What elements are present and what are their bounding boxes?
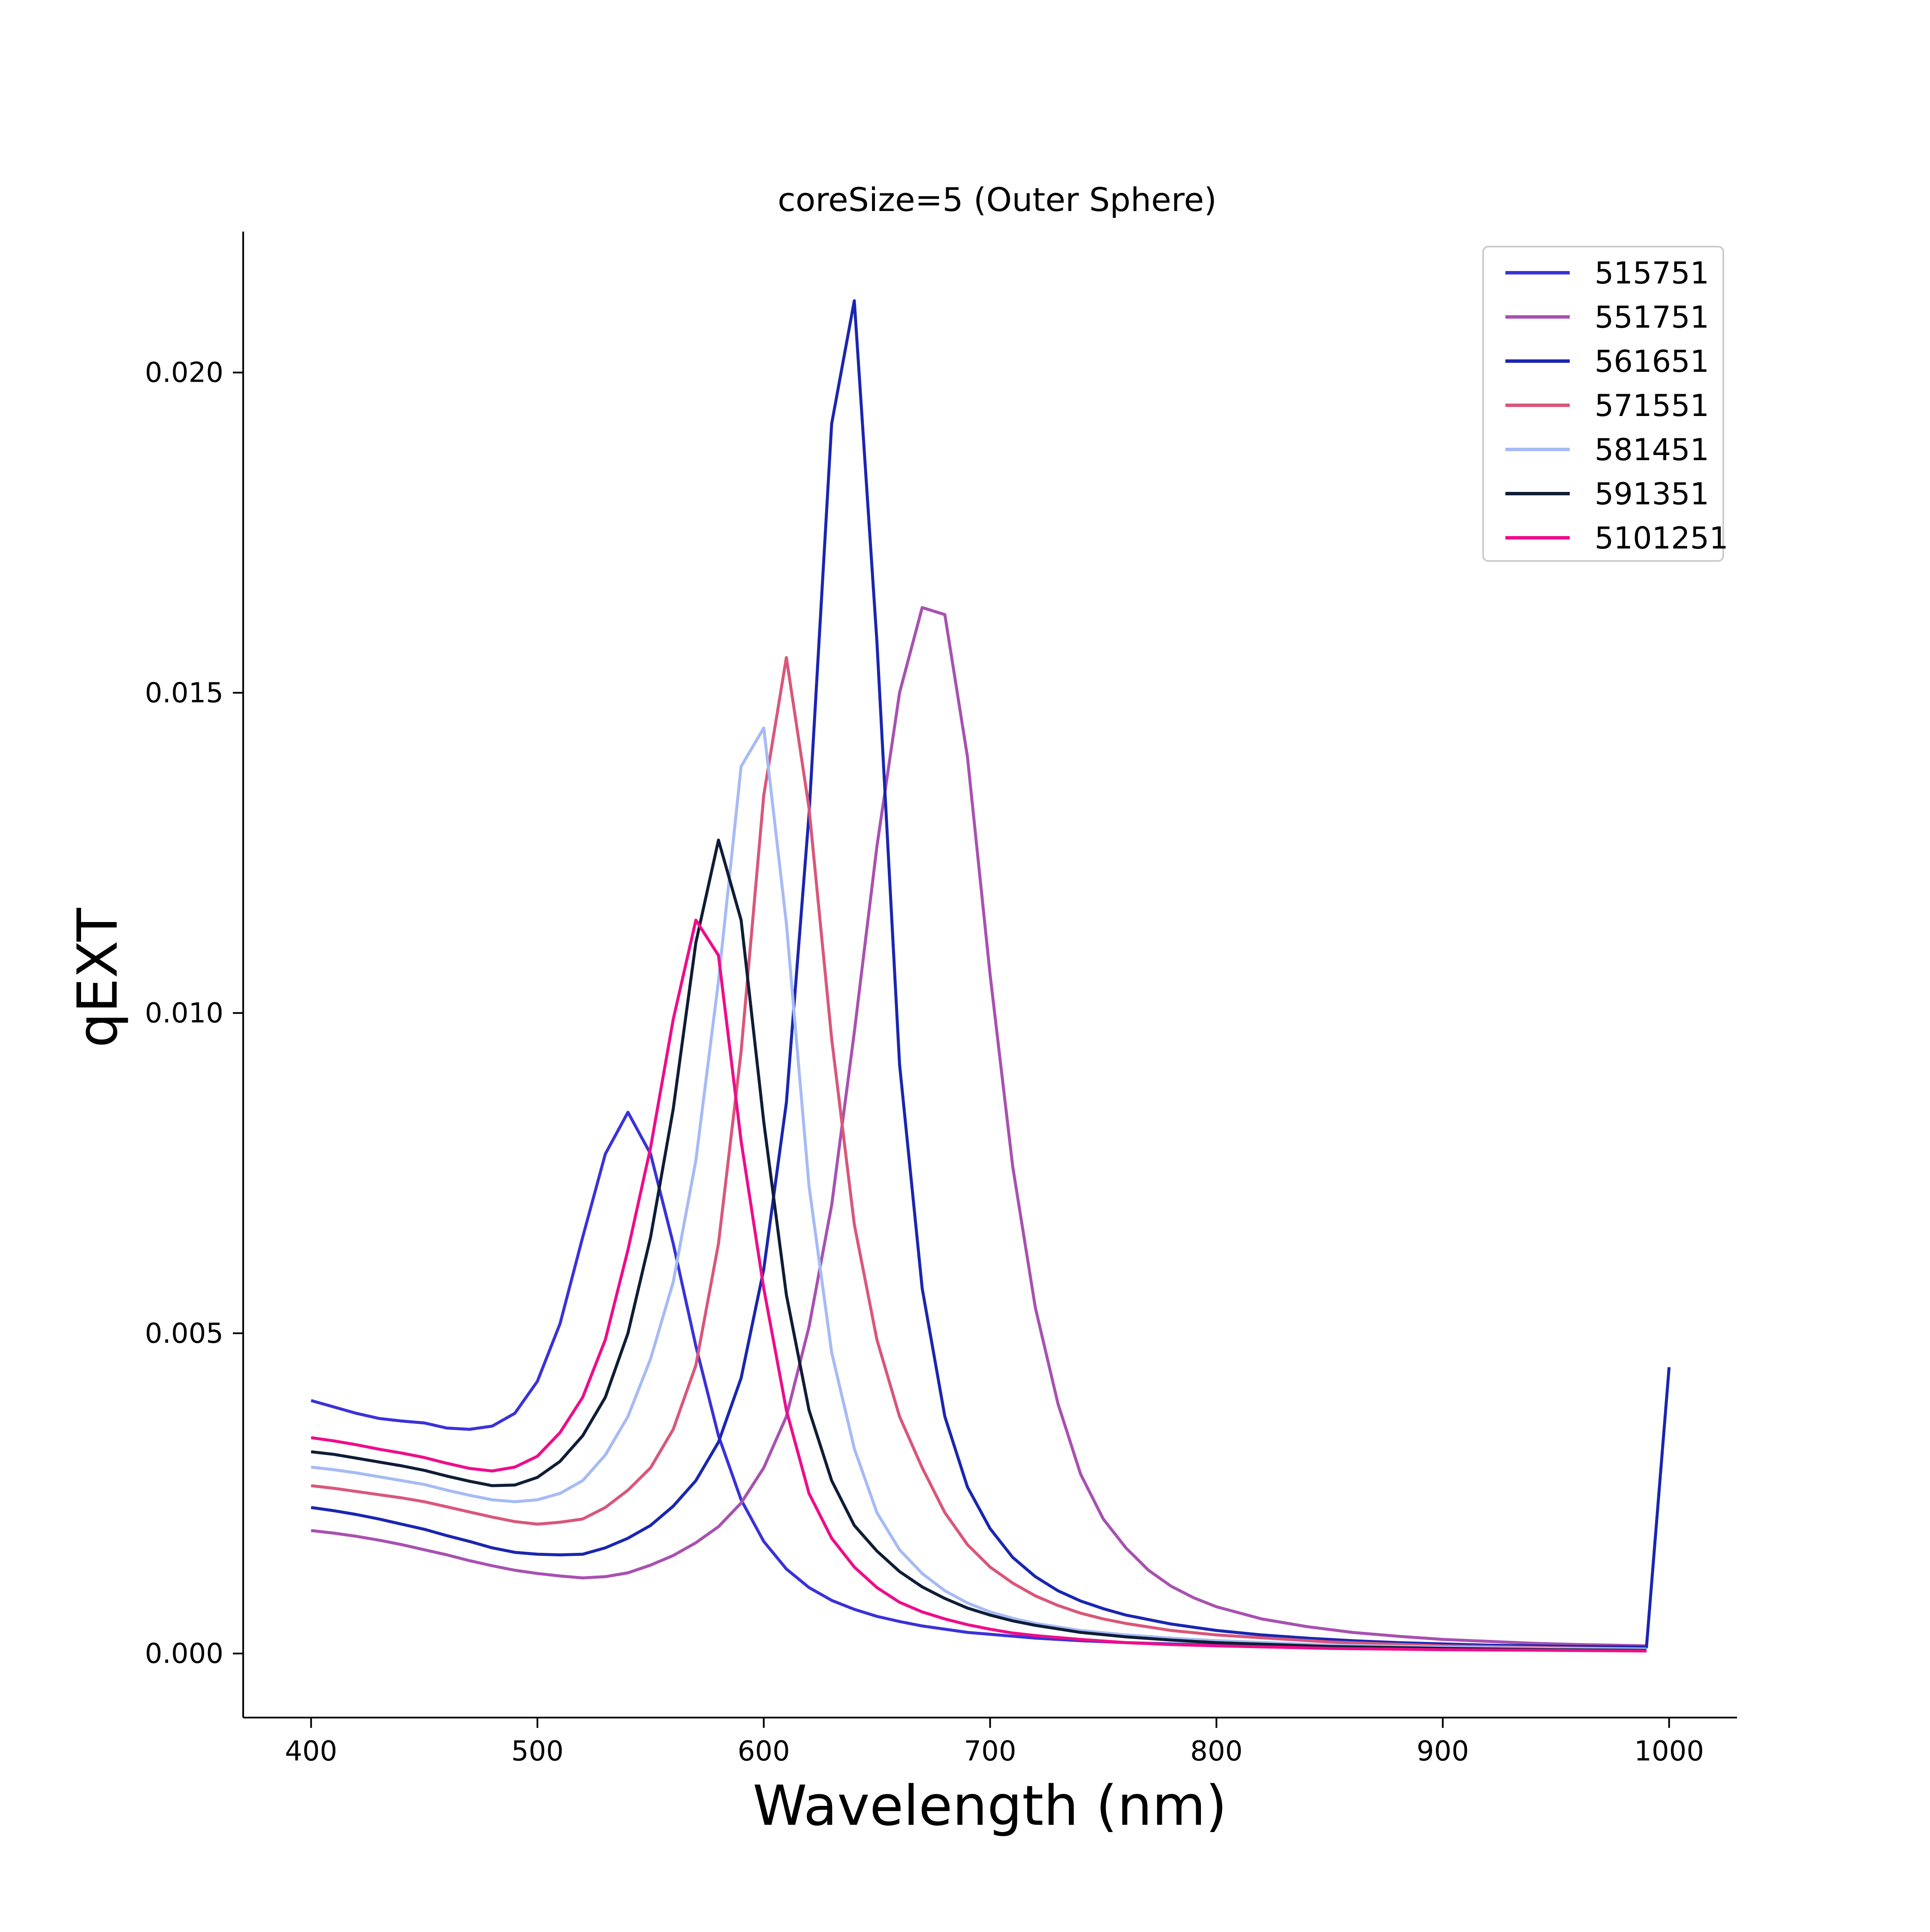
x-tick-label: 700 (964, 1736, 1016, 1767)
y-tick-label: 0.020 (145, 357, 223, 389)
legend-label-551751: 551751 (1595, 300, 1709, 335)
legend-label-561651: 561651 (1595, 344, 1709, 379)
y-axis-label: qEXT (66, 907, 130, 1048)
series-line-571551 (311, 656, 1647, 1651)
legend-label-581451: 581451 (1595, 432, 1709, 467)
legend-label-5101251: 5101251 (1595, 521, 1728, 556)
x-tick-label: 1000 (1634, 1736, 1704, 1767)
x-tick-label: 600 (738, 1736, 790, 1767)
legend-frame (1482, 246, 1724, 562)
legend-label-515751: 515751 (1595, 256, 1709, 291)
x-tick-group: 400 500 600 700 800 900 1000 (285, 1718, 1704, 1767)
y-tick-label: 0.010 (145, 998, 223, 1029)
x-axis-label: Wavelength (nm) (753, 1774, 1227, 1838)
x-tick-label: 400 (285, 1736, 337, 1767)
y-tick-label: 0.015 (145, 677, 223, 709)
y-tick-label: 0.000 (145, 1638, 223, 1670)
x-tick-label: 800 (1190, 1736, 1242, 1767)
legend-label-571551: 571551 (1595, 388, 1709, 423)
series-layer (311, 299, 1671, 1653)
y-tick-label: 0.005 (145, 1318, 223, 1350)
series-line-581451 (311, 726, 1647, 1651)
legend: 515751 551751 561651 571551 581451 591351 5101… (1482, 246, 1728, 562)
series-line-561651 (311, 299, 1671, 1649)
series-line-591351 (311, 838, 1647, 1652)
y-tick-group: 0.000 0.005 0.010 0.015 0.020 (145, 357, 243, 1670)
chart-title: coreSize=5 (Outer Sphere) (778, 181, 1217, 219)
x-tick-label: 500 (511, 1736, 564, 1767)
series-line-5101251 (311, 919, 1647, 1653)
x-tick-label: 900 (1417, 1736, 1469, 1767)
legend-label-591351: 591351 (1595, 476, 1709, 512)
series-line-551751 (311, 606, 1647, 1648)
